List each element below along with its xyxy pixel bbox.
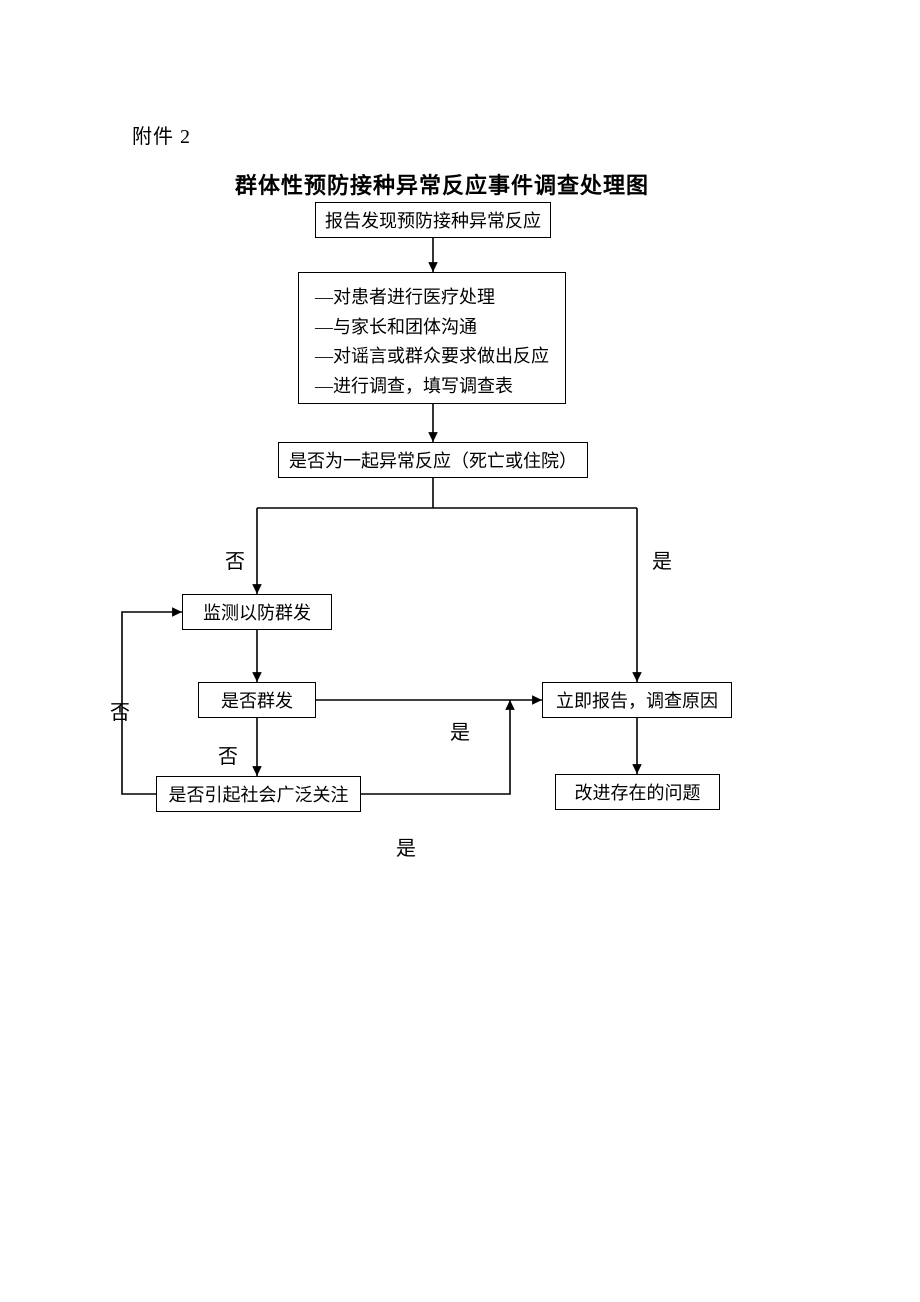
flowchart-edges	[0, 0, 920, 1302]
